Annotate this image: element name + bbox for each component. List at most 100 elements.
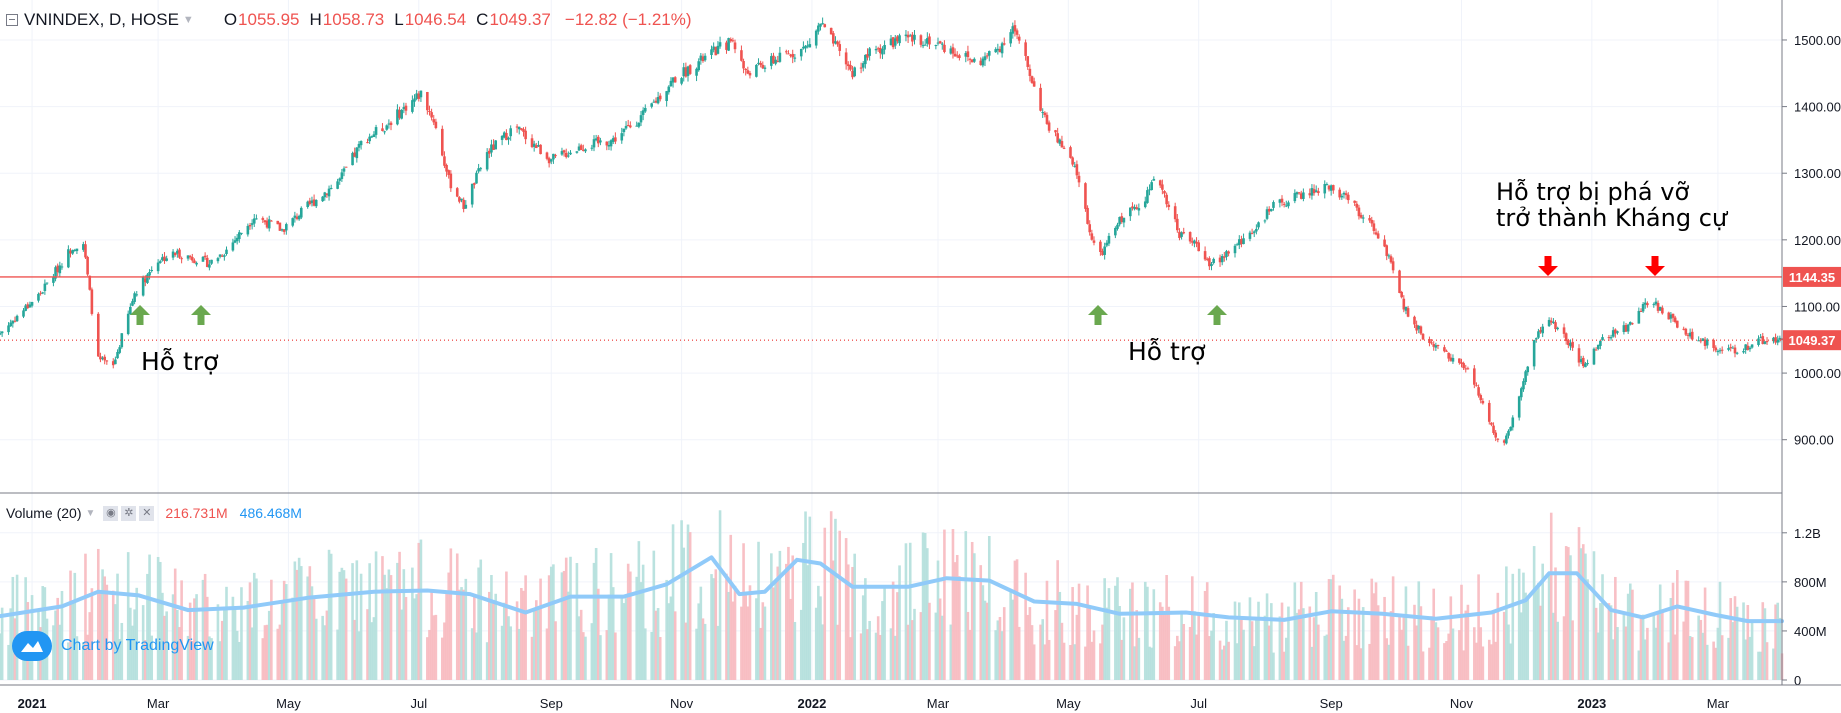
volume-bar: [1250, 621, 1254, 680]
volume-bar: [1652, 612, 1656, 680]
volume-bar: [1658, 584, 1662, 680]
volume-bar: [1699, 619, 1703, 680]
eye-icon[interactable]: ◉: [103, 505, 119, 521]
volume-bar: [1069, 644, 1072, 680]
candle-body: [1107, 235, 1111, 244]
candle-body: [1385, 245, 1389, 256]
candle-body: [366, 142, 369, 144]
volume-bar: [366, 609, 369, 680]
x-tick-label: Sep: [1320, 696, 1343, 711]
close-label: C: [476, 10, 489, 29]
collapse-icon[interactable]: [6, 14, 18, 26]
volume-bar: [505, 571, 508, 680]
candle-body: [532, 143, 536, 147]
candle-body: [1105, 242, 1109, 246]
candle-body: [684, 67, 688, 77]
candle-body: [368, 136, 371, 142]
volume-bar: [904, 543, 908, 680]
candle-body: [1329, 185, 1333, 191]
volume-bar: [1626, 593, 1630, 680]
candle-body: [1257, 222, 1260, 228]
resistance-label-line2: trở thành Kháng cự: [1496, 204, 1728, 232]
volume-bar: [718, 510, 722, 680]
candle-body: [37, 293, 40, 301]
volume-bar: [614, 632, 617, 680]
symbol-title: VNINDEX, D, HOSE: [24, 10, 179, 29]
candle-body: [1287, 202, 1290, 207]
volume-bar: [819, 596, 822, 680]
candle-body: [1240, 239, 1243, 245]
candle-body: [1656, 302, 1660, 311]
candle-body: [891, 37, 895, 48]
volume-bar: [622, 603, 626, 680]
volume-bar: [1090, 641, 1094, 680]
candle-body: [1069, 147, 1072, 158]
volume-bar: [1524, 592, 1527, 680]
candle-body: [1641, 304, 1645, 312]
volume-bar: [958, 576, 961, 680]
candle-body: [428, 110, 431, 112]
volume-bar: [1744, 639, 1747, 680]
candle-body: [994, 49, 997, 53]
volume-bar: [1761, 602, 1765, 680]
candle-body: [1714, 347, 1718, 351]
volume-bar: [883, 585, 886, 680]
volume-bar: [802, 542, 805, 680]
candle-body: [772, 55, 775, 64]
volume-bar: [605, 630, 609, 680]
volume-bar: [1299, 581, 1303, 680]
candle-body: [1592, 348, 1596, 365]
candle-body: [161, 257, 164, 261]
chevron-down-icon[interactable]: ▼: [85, 507, 96, 519]
candle-body: [849, 65, 852, 70]
volume-bar: [411, 567, 414, 680]
candle-body: [682, 67, 686, 77]
candle-body: [1776, 339, 1780, 343]
candle-body: [1556, 327, 1559, 330]
candle-body: [943, 44, 946, 52]
volume-bar: [594, 547, 598, 680]
volume-bar: [15, 574, 19, 680]
candle-body: [1284, 205, 1288, 207]
candle-body: [562, 150, 566, 153]
candle-body: [389, 122, 393, 126]
support-arrow-up-icon: [130, 305, 150, 325]
volume-bar: [477, 567, 480, 680]
close-icon[interactable]: ✕: [139, 505, 155, 521]
volume-bar: [180, 580, 183, 680]
candle-body: [1024, 42, 1027, 56]
volume-bar: [1176, 635, 1179, 680]
volume-bar: [770, 553, 773, 680]
volume-bar: [868, 620, 871, 680]
volume-bar: [1257, 601, 1260, 680]
volume-bar: [908, 542, 912, 680]
volume-bar: [740, 606, 743, 680]
candle-body: [1502, 440, 1506, 443]
volume-bar: [637, 541, 641, 680]
candle-body: [126, 313, 130, 335]
candle-body: [787, 53, 790, 55]
gear-icon[interactable]: ✲: [121, 505, 137, 521]
volume-bar: [67, 642, 70, 680]
chevron-down-icon[interactable]: ▼: [182, 14, 194, 26]
candle-body: [1340, 195, 1344, 198]
volume-bar: [684, 622, 688, 680]
tradingview-badge[interactable]: Chart by TradingView: [12, 631, 214, 661]
volume-bar: [1778, 617, 1782, 680]
candle-body: [1413, 316, 1416, 325]
high-value: 1058.73: [322, 10, 385, 29]
volume-bar: [473, 594, 476, 680]
candle-body: [703, 55, 707, 61]
volume-bar: [171, 594, 175, 680]
candle-body: [1383, 239, 1386, 247]
volume-bar: [340, 567, 344, 680]
volume-bar: [791, 555, 795, 680]
candle-body: [1295, 192, 1299, 195]
price-levels: 1144.35 1049.37: [0, 266, 1841, 351]
volume-bar: [1308, 606, 1312, 680]
candle-body: [829, 27, 833, 35]
candle-body: [494, 140, 498, 150]
volume-bar: [1522, 572, 1525, 680]
volume-bar: [325, 610, 329, 680]
volume-bar: [385, 588, 389, 680]
